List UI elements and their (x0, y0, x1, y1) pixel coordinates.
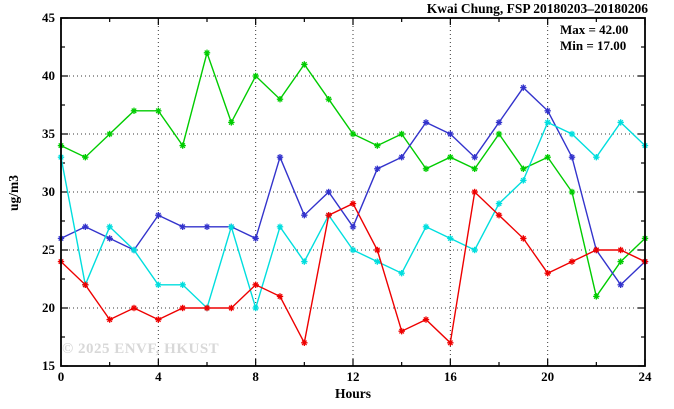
red-series-markers (57, 188, 649, 346)
min-value-label: Min = 17.00 (560, 38, 627, 53)
x-tick-label: 20 (541, 369, 555, 384)
y-tick-label: 40 (42, 68, 55, 83)
x-tick-label: 8 (252, 369, 259, 384)
x-tick-label: 0 (57, 369, 65, 384)
x-tick-label: 12 (346, 369, 360, 384)
chart-title: Kwai Chung, FSP 20180203–20180206 (426, 1, 648, 16)
x-tick-label: 24 (638, 369, 652, 384)
y-tick-label: 35 (42, 126, 55, 141)
y-tick-label: 25 (42, 242, 55, 257)
y-tick-label: 45 (42, 10, 55, 25)
y-tick-label: 20 (42, 300, 55, 315)
green-series-markers (57, 49, 649, 300)
max-min-annotation: Max = 42.00 Min = 17.00 (560, 22, 628, 54)
x-tick-label: 4 (155, 369, 162, 384)
watermark: © 2025 ENVF, HKUST (62, 341, 220, 357)
plot-frame (60, 17, 646, 367)
x-tick-label: 16 (443, 369, 457, 384)
y-tick-label: 30 (42, 184, 55, 199)
x-axis-label: Hours (334, 386, 371, 401)
y-tick-label: 15 (42, 358, 55, 373)
max-value-label: Max = 42.00 (560, 22, 629, 37)
